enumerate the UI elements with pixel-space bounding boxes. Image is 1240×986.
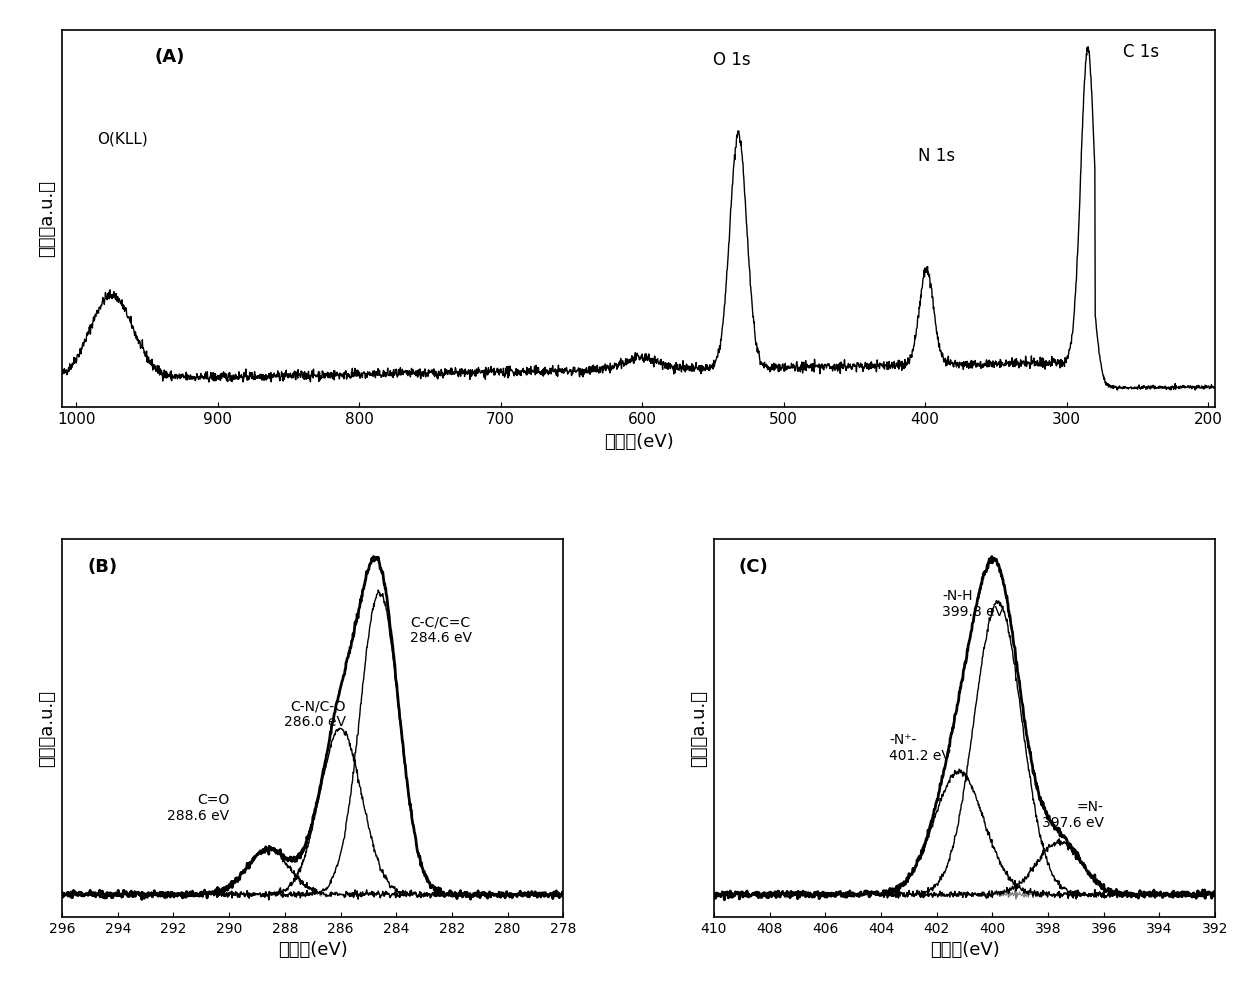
Y-axis label: 强度（a.u.）: 强度（a.u.）: [691, 689, 708, 767]
Text: (A): (A): [154, 48, 185, 66]
Y-axis label: 强度（a.u.）: 强度（a.u.）: [38, 179, 57, 257]
Text: -N-H
399.8 eV: -N-H 399.8 eV: [942, 590, 1004, 619]
Text: N 1s: N 1s: [918, 147, 955, 166]
Y-axis label: 强度（a.u.）: 强度（a.u.）: [38, 689, 57, 767]
Text: -N⁺-
401.2 eV: -N⁺- 401.2 eV: [889, 734, 951, 763]
Text: C-C/C=C
284.6 eV: C-C/C=C 284.6 eV: [410, 615, 472, 645]
Text: O 1s: O 1s: [713, 50, 750, 69]
X-axis label: 结合能(eV): 结合能(eV): [930, 942, 999, 959]
Text: C=O
288.6 eV: C=O 288.6 eV: [167, 794, 229, 823]
Text: (C): (C): [739, 558, 769, 576]
Text: C 1s: C 1s: [1123, 43, 1159, 61]
Text: (B): (B): [87, 558, 118, 576]
Text: O(KLL): O(KLL): [98, 131, 148, 147]
Text: C-N/C-O
286.0 eV: C-N/C-O 286.0 eV: [284, 699, 346, 730]
X-axis label: 结合能(eV): 结合能(eV): [278, 942, 347, 959]
Text: =N-
397.6 eV: =N- 397.6 eV: [1042, 801, 1104, 830]
X-axis label: 结合能(eV): 结合能(eV): [604, 433, 673, 451]
